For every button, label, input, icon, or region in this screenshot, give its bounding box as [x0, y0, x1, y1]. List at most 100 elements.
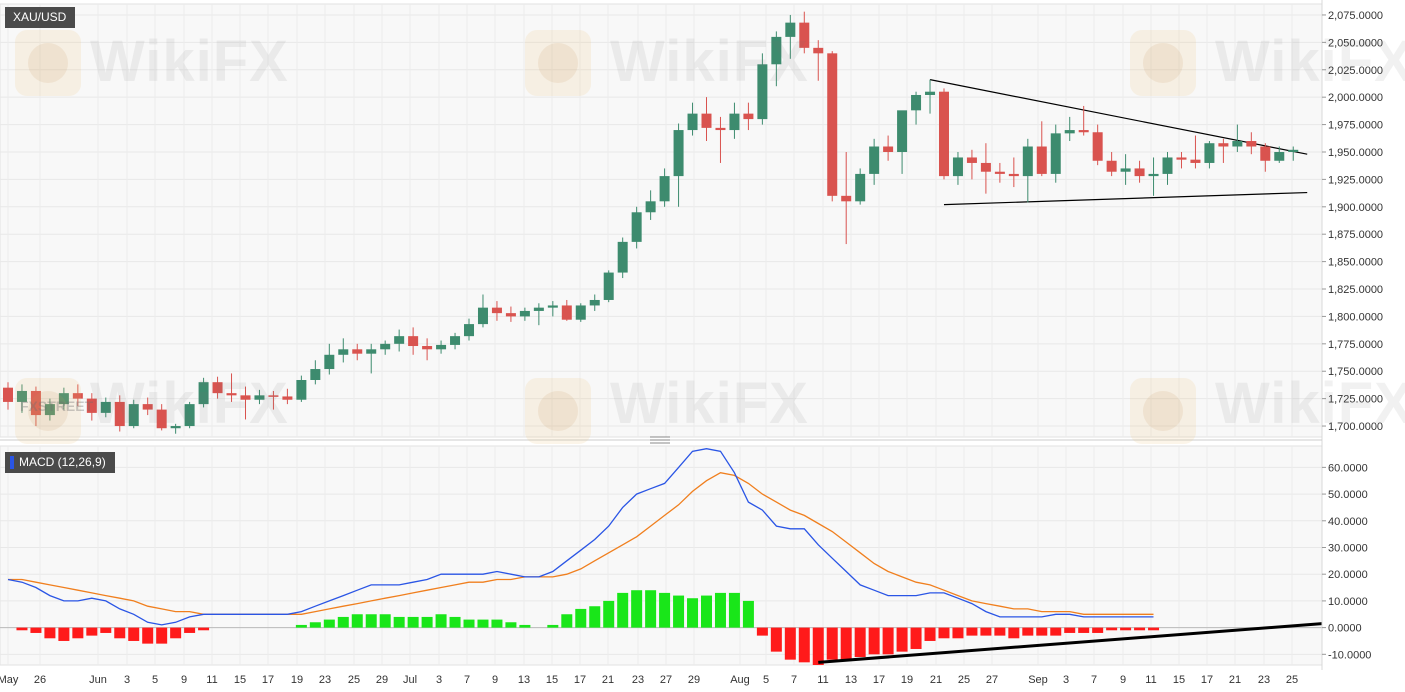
candle-body	[841, 195, 852, 202]
candle-body	[505, 313, 516, 317]
macd-histogram-bar	[882, 627, 894, 655]
macd-histogram-bar	[631, 590, 643, 628]
x-tick-label: 3	[436, 674, 442, 686]
price-y-tick-label: 1,750.0000	[1328, 366, 1383, 378]
macd-histogram-bar	[980, 627, 992, 636]
x-tick-label: 9	[492, 674, 498, 686]
candle-body	[980, 162, 991, 172]
macd-histogram-bar	[1078, 627, 1090, 633]
candle-body	[1120, 168, 1131, 172]
macd-y-tick-label: 10.0000	[1328, 596, 1368, 608]
macd-histogram-bar	[645, 590, 657, 628]
x-tick-label: 11	[1145, 674, 1156, 686]
candle-body	[925, 91, 936, 95]
candle-body	[491, 307, 502, 314]
candle-body	[1246, 141, 1257, 147]
candle-body	[1260, 146, 1271, 161]
candle-body	[575, 305, 586, 320]
macd-histogram-bar	[379, 614, 391, 628]
candle-body	[1022, 146, 1033, 177]
macd-histogram-bar	[1064, 627, 1076, 633]
price-y-tick-label: 1,825.0000	[1328, 284, 1383, 296]
price-y-tick-label: 2,000.0000	[1328, 92, 1383, 104]
x-tick-label: 23	[632, 674, 644, 686]
macd-histogram-bar	[938, 627, 950, 639]
macd-histogram-bar	[547, 624, 559, 628]
candle-body	[757, 64, 768, 120]
macd-lines	[7, 448, 1154, 626]
macd-histogram-bar	[575, 608, 587, 628]
candle-body	[1134, 168, 1145, 177]
x-tick-label: 3	[124, 674, 130, 686]
price-y-tick-label: 1,950.0000	[1328, 147, 1383, 159]
macd-histogram-bar	[840, 627, 852, 660]
candle-body	[1078, 130, 1089, 133]
macd-histogram-bar	[728, 592, 740, 628]
candle-body	[30, 390, 41, 416]
price-y-tick-label: 1,875.0000	[1328, 229, 1383, 241]
candle-body	[533, 307, 544, 311]
x-tick-label: 3	[1063, 674, 1069, 686]
macd-histogram-bar	[812, 627, 824, 665]
macd-y-tick-label: 20.0000	[1328, 569, 1368, 581]
macd-y-tick-label: 40.0000	[1328, 516, 1368, 528]
pane-divider[interactable]	[0, 436, 1322, 444]
price-y-tick-label: 1,775.0000	[1328, 339, 1383, 351]
candle-body	[1288, 149, 1299, 152]
macd-histogram-bar	[100, 627, 112, 633]
candle-body	[631, 212, 642, 242]
candle-body	[701, 113, 712, 128]
macd-histogram-bar	[1008, 627, 1020, 639]
candle-body	[142, 404, 153, 410]
candle-body	[338, 349, 349, 355]
macd-histogram-bar	[16, 627, 28, 631]
candle-body	[869, 146, 880, 174]
candle-body	[212, 382, 223, 394]
candle-body	[911, 94, 922, 111]
candle-body	[198, 382, 209, 405]
x-tick-label: 17	[873, 674, 885, 686]
macd-grid	[0, 445, 1323, 666]
macd-histogram-bar	[1106, 627, 1118, 631]
candle-body	[1050, 133, 1061, 174]
x-tick-label: 13	[845, 674, 857, 686]
x-tick-label: 23	[319, 674, 331, 686]
candle-body	[268, 395, 279, 397]
macd-histogram-bar	[1148, 627, 1160, 631]
x-tick-label: 27	[660, 674, 672, 686]
candle-body	[561, 305, 572, 320]
macd-histogram-bar	[44, 627, 56, 639]
candle-body	[58, 393, 69, 405]
candle-body	[408, 336, 419, 347]
macd-histogram-bar	[868, 627, 880, 655]
macd-histogram-bar	[561, 614, 573, 628]
price-y-tick-label: 1,725.0000	[1328, 394, 1383, 406]
candle-body	[855, 173, 866, 202]
candle-body	[743, 113, 754, 120]
x-tick-label: 27	[986, 674, 998, 686]
macd-y-axis: -10.0000 0.0000 10.0000 20.0000 30.0000 40.00…	[1322, 462, 1371, 661]
candle-body	[1008, 173, 1019, 177]
macd-histogram-bar	[295, 624, 307, 628]
candle-body	[72, 393, 83, 399]
price-y-tick-label: 2,075.0000	[1328, 10, 1383, 22]
candle-body	[687, 113, 698, 131]
candle-body	[771, 36, 782, 65]
macd-histogram-bar	[30, 627, 42, 633]
x-tick-label: Jul	[403, 674, 417, 686]
macd-y-tick-label: -10.0000	[1328, 649, 1371, 661]
trendline-upper	[929, 79, 1308, 155]
x-tick-label: 29	[376, 674, 388, 686]
macd-trendline	[818, 622, 1323, 664]
candle-body	[450, 336, 461, 345]
macd-y-tick-label: 60.0000	[1328, 462, 1368, 474]
x-tick-label: 29	[688, 674, 700, 686]
macd-histogram-bar	[128, 627, 140, 641]
signal-line	[8, 472, 1154, 615]
x-tick-label: Jun	[89, 674, 107, 686]
macd-histogram-bar	[617, 592, 629, 628]
candle-body	[785, 22, 796, 37]
candle-body	[1274, 151, 1285, 161]
price-y-tick-label: 1,925.0000	[1328, 174, 1383, 186]
x-tick-label: 9	[1120, 674, 1126, 686]
